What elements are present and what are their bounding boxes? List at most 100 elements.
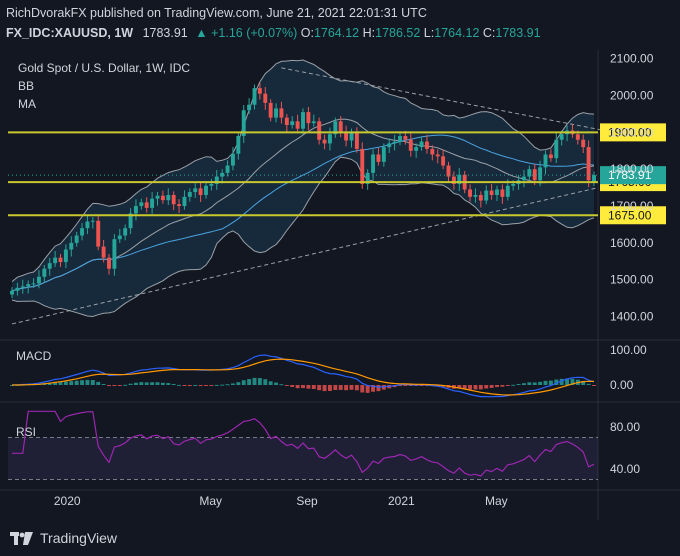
candle-body	[236, 136, 241, 154]
macd-histogram-bar	[484, 385, 489, 389]
candle-body	[301, 112, 305, 129]
open-label: O:	[300, 26, 314, 40]
macd-histogram-bar	[559, 378, 564, 385]
candle-body	[36, 276, 41, 284]
macd-histogram-bar	[101, 383, 106, 385]
candle-body	[274, 108, 279, 118]
candle-body	[408, 139, 413, 151]
candle-body	[381, 147, 386, 162]
macd-histogram-bar	[74, 380, 79, 385]
candle-body	[241, 110, 246, 137]
time-tick-label: Sep	[296, 494, 318, 508]
candle-body	[354, 132, 359, 149]
macd-pane: 100.00 0.00	[10, 343, 647, 398]
candle-body	[47, 263, 52, 269]
candle-body	[117, 235, 122, 240]
candle-body	[193, 188, 198, 193]
candle-body	[133, 206, 138, 214]
rsi-line	[12, 410, 595, 477]
bollinger-fill	[12, 60, 594, 317]
macd-histogram-bar	[160, 382, 165, 385]
candle-body	[63, 249, 68, 263]
macd-histogram-bar	[268, 381, 273, 385]
price-tick-label: 1700.00	[610, 199, 654, 213]
macd-histogram-bar	[317, 385, 322, 391]
last-price-label: 1783.91	[608, 168, 652, 182]
candle-body	[441, 156, 446, 166]
candle-body	[473, 195, 478, 197]
tradingview-logo[interactable]: TradingView	[10, 530, 117, 546]
macd-histogram-bar	[139, 382, 144, 385]
macd-histogram-bar	[354, 385, 359, 391]
candle-body	[26, 284, 31, 287]
macd-histogram-bar	[187, 385, 192, 386]
candle-body	[317, 121, 322, 140]
macd-histogram-bar	[198, 385, 203, 386]
signal-line	[12, 358, 595, 396]
macd-histogram-bar	[220, 384, 225, 386]
macd-histogram-bar	[117, 385, 122, 386]
candle-body	[581, 139, 586, 148]
rsi-tick-label: 80.00	[610, 420, 640, 434]
macd-histogram-bar	[489, 385, 494, 388]
macd-histogram-bar	[532, 382, 537, 385]
candle-body	[532, 169, 537, 181]
macd-histogram-bar	[166, 383, 171, 385]
candle-body	[371, 154, 376, 173]
candle-body	[521, 176, 526, 181]
macd-histogram-bar	[371, 385, 376, 392]
candle-body	[177, 204, 182, 207]
ticker-price: 1783.91	[142, 26, 188, 40]
candle-body	[58, 257, 63, 263]
candle-body	[554, 139, 559, 159]
rsi-label: RSI	[16, 425, 36, 439]
macd-histogram-bar	[241, 380, 246, 385]
macd-histogram-bar	[80, 380, 85, 385]
candle-body	[96, 220, 101, 247]
candle-body	[209, 183, 214, 186]
macd-histogram-bar	[527, 382, 532, 385]
candle-body	[268, 102, 273, 118]
trendline-ascending	[11, 187, 599, 325]
macd-histogram-bar	[150, 382, 155, 385]
candle-body	[155, 195, 160, 199]
macd-histogram-bar	[193, 384, 198, 386]
time-tick-label: 2020	[54, 494, 81, 508]
candle-body	[398, 136, 402, 142]
open-value: 1764.12	[313, 26, 360, 40]
macd-tick-label: 100.00	[610, 343, 647, 357]
price-tick-label: 1900.00	[610, 125, 654, 139]
candle-body	[10, 290, 14, 295]
candle-body	[139, 202, 144, 207]
band-fills	[12, 60, 594, 317]
candle-body	[333, 121, 338, 135]
price-tick-label: 2000.00	[610, 89, 654, 103]
candle-body	[505, 185, 510, 197]
macd-histogram-bar	[521, 383, 526, 385]
macd-histogram-bar	[570, 378, 575, 385]
macd-histogram-bar	[257, 378, 262, 385]
candle-body	[376, 154, 381, 162]
candle-body	[101, 246, 106, 258]
ticker-symbol: FX_IDC:XAUUSD, 1W	[6, 26, 134, 40]
candle-body	[538, 167, 543, 181]
macd-histogram-bar	[500, 385, 505, 387]
candle-body	[559, 134, 564, 140]
candle-body	[90, 220, 95, 222]
candle-body	[592, 175, 596, 183]
macd-histogram-bar	[581, 380, 586, 385]
price-tick-label: 2100.00	[610, 52, 654, 66]
macd-histogram-bar	[171, 384, 176, 386]
candle-body	[187, 192, 192, 197]
candle-body	[478, 195, 483, 201]
candle-body	[80, 228, 85, 236]
candle-body	[31, 283, 36, 285]
candle-body	[446, 165, 451, 177]
macd-histogram-bar	[349, 385, 354, 390]
ticker-change: ▲ +1.16 (+0.07%)	[195, 26, 298, 40]
macd-histogram-bar	[398, 385, 402, 387]
high-value: 1786.52	[375, 26, 421, 40]
macd-label: MACD	[16, 349, 52, 363]
